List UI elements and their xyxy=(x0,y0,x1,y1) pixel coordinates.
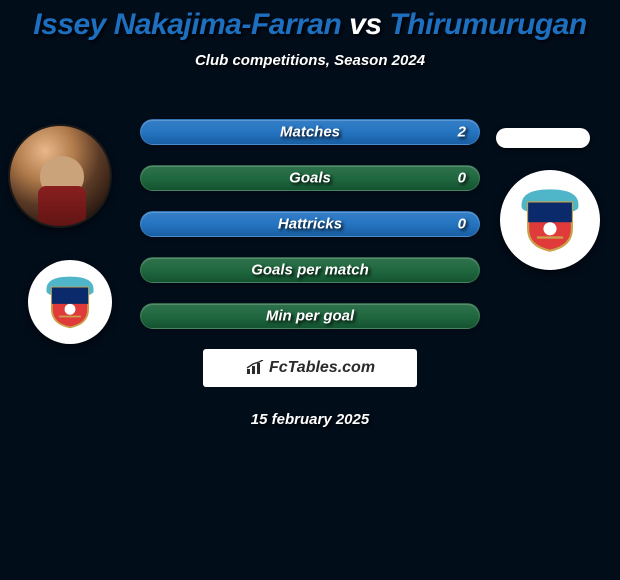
stat-bar-fill xyxy=(140,211,480,237)
page-title: Issey Nakajima-Farran vs Thirumurugan xyxy=(0,8,620,42)
stat-bar-fill xyxy=(140,257,480,283)
title-part: Thirumurugan xyxy=(389,8,586,41)
stat-bar-row: Goals per match xyxy=(140,257,480,283)
date-caption: 15 february 2025 xyxy=(0,411,620,428)
player-right-placeholder-pill xyxy=(496,128,590,148)
subtitle: Club competitions, Season 2024 xyxy=(0,52,620,69)
stat-bar-row: Hattricks0 xyxy=(140,211,480,237)
player-left-avatar xyxy=(8,124,112,228)
club-badge-right xyxy=(500,170,600,270)
stat-bar-fill xyxy=(140,119,480,145)
comparison-card: Issey Nakajima-Farran vs Thirumurugan Cl… xyxy=(0,0,620,580)
club-crest-icon xyxy=(515,185,585,255)
stat-bar-value: 2 xyxy=(458,124,466,141)
stat-bar-row: Goals0 xyxy=(140,165,480,191)
stat-bar-fill xyxy=(140,303,480,329)
club-crest-icon xyxy=(41,273,99,331)
watermark-text: FcTables.com xyxy=(269,359,375,377)
watermark: FcTables.com xyxy=(203,349,417,387)
stat-bar-value: 0 xyxy=(458,170,466,187)
title-part: vs xyxy=(341,8,389,41)
stat-bar-row: Matches2 xyxy=(140,119,480,145)
stat-bar-row: Min per goal xyxy=(140,303,480,329)
stats-bars: Matches2 Goals0 Hattricks0 Goals per match M… xyxy=(140,119,480,329)
club-badge-left xyxy=(28,260,112,344)
stat-bar-fill xyxy=(140,165,480,191)
title-part: Issey Nakajima-Farran xyxy=(33,8,341,41)
stat-bar-value: 0 xyxy=(458,216,466,233)
chart-icon xyxy=(245,360,265,376)
